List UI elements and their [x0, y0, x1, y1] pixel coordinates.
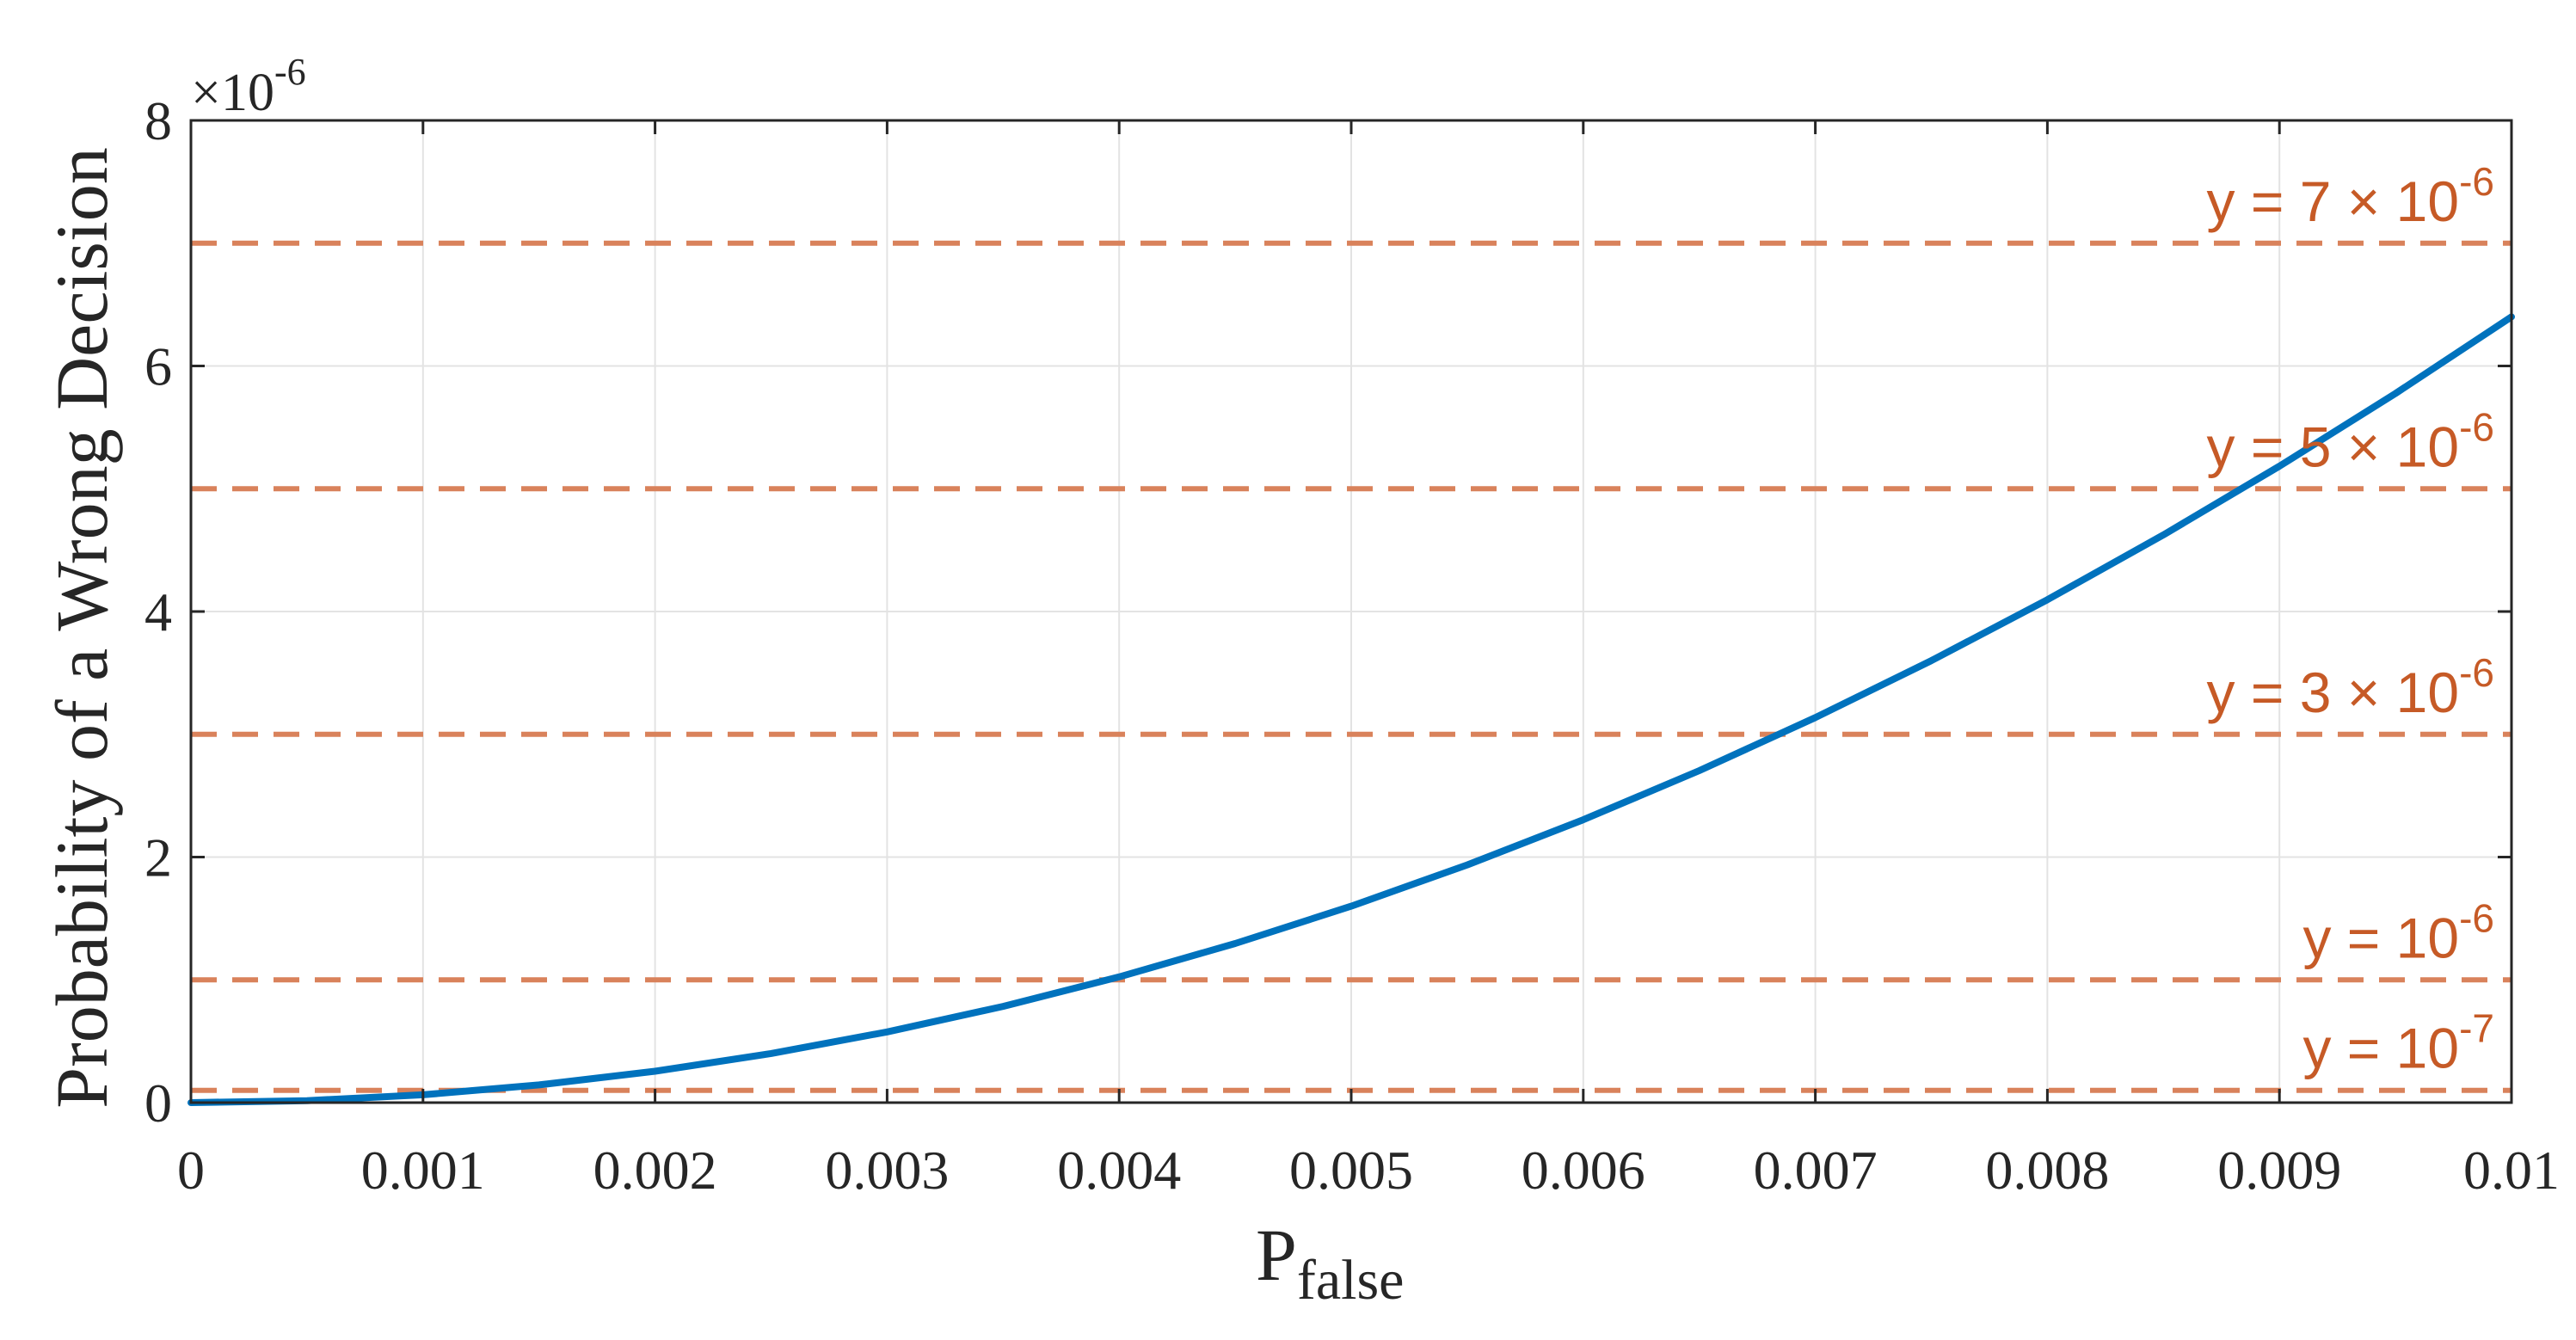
- y-exponent-base: 10: [221, 64, 274, 122]
- y-tick-label: 6: [144, 336, 172, 397]
- grid: [191, 120, 2511, 1103]
- reference-line-label: y = 10-6: [2302, 895, 2494, 969]
- x-tick-label: 0.001: [361, 1140, 485, 1201]
- x-tick-label: 0.01: [2463, 1140, 2560, 1201]
- series-line: [188, 313, 2515, 1106]
- y-tick-label: 4: [144, 581, 172, 642]
- reference-labels: y = 7 × 10-6 y = 5 × 10-6 y = 3 × 10-6 y = …: [2207, 159, 2494, 1080]
- x-axis-label-main: P: [1256, 1214, 1297, 1296]
- x-tick-label: 0.005: [1289, 1140, 1413, 1201]
- x-tick-label: 0.002: [593, 1140, 717, 1201]
- x-tick-label: 0.004: [1057, 1140, 1181, 1201]
- y-axis-label: Probability of a Wrong Decision: [40, 147, 123, 1109]
- y-tick-label: 2: [144, 827, 172, 888]
- x-tick-label: 0.006: [1522, 1140, 1645, 1201]
- y-exponent-label: ×10-6: [191, 51, 306, 122]
- x-axis-label-subscript: false: [1297, 1249, 1405, 1312]
- reference-line-label: y = 5 × 10-6: [2207, 404, 2494, 478]
- y-tick-label: 0: [144, 1073, 172, 1134]
- reference-line-label: y = 10-7: [2302, 1006, 2494, 1080]
- x-axis-label: Pfalse: [1256, 1214, 1404, 1312]
- y-tick-label: 8: [144, 90, 172, 151]
- y-exponent-mult: ×: [191, 64, 221, 122]
- x-tick-label: 0.009: [2217, 1140, 2341, 1201]
- x-tick-label: 0.003: [825, 1140, 949, 1201]
- reference-line-label: y = 3 × 10-6: [2207, 650, 2494, 724]
- series-layer: [188, 313, 2515, 1106]
- y-exponent-power: -6: [274, 51, 306, 93]
- x-tick-label: 0.007: [1754, 1140, 1878, 1201]
- x-tick-label: 0: [177, 1140, 205, 1201]
- x-tick-label: 0.008: [1985, 1140, 2109, 1201]
- reference-line-label: y = 7 × 10-6: [2207, 159, 2494, 233]
- axis-ticks: 0 0.001 0.002 0.003 0.004 0.005 0.006 0.007 0.00…: [144, 90, 2560, 1201]
